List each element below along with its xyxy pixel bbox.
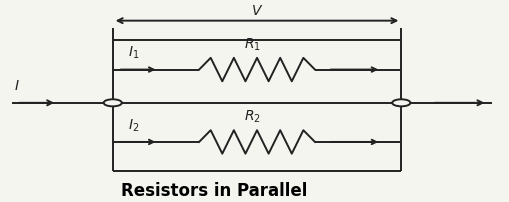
Text: $R_1$: $R_1$: [243, 36, 261, 53]
Text: V: V: [252, 4, 262, 18]
Text: Resistors in Parallel: Resistors in Parallel: [121, 181, 307, 199]
Text: $I_1$: $I_1$: [128, 44, 139, 61]
Text: $I$: $I$: [14, 79, 20, 93]
Circle shape: [104, 100, 122, 107]
Text: $I_2$: $I_2$: [128, 117, 139, 133]
Circle shape: [392, 100, 410, 107]
Text: $R_2$: $R_2$: [243, 108, 261, 125]
